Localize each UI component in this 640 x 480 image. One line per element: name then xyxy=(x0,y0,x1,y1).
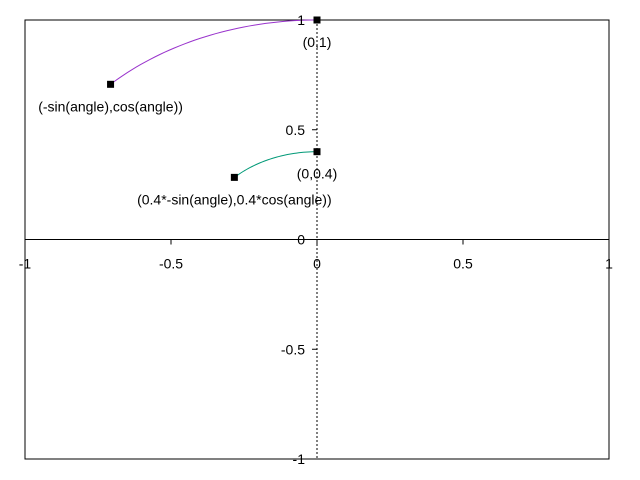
x-tick-label-2: 0 xyxy=(313,256,321,272)
x-tick-label-1: -0.5 xyxy=(159,256,183,272)
x-tick-label-3: 0.5 xyxy=(453,256,473,272)
point-label-3: (0.4*-sin(angle),0.4*cos(angle)) xyxy=(137,191,332,207)
labels: -1 -0.5 0 0.5 1 1 0.5 0 -0.5 -1 (0,1) (-sin(angle),… xyxy=(19,12,613,467)
arc-1 xyxy=(234,151,318,178)
x-tick-label-0: -1 xyxy=(19,256,32,272)
y-tick-label-0: 1 xyxy=(297,12,305,28)
x-tick-label-4: 1 xyxy=(605,256,613,272)
point-label-0: (0,1) xyxy=(303,34,332,50)
point-marker-1 xyxy=(107,80,115,88)
y-tick-label-2: 0 xyxy=(297,232,305,248)
y-tick-label-1: 0.5 xyxy=(286,122,306,138)
arcs xyxy=(110,19,318,178)
point-marker-3 xyxy=(230,173,238,181)
y-tick-label-3: -0.5 xyxy=(281,341,305,357)
points xyxy=(107,16,321,181)
point-marker-2 xyxy=(313,148,321,156)
arc-0 xyxy=(110,19,318,85)
y-tick-label-4: -1 xyxy=(293,451,306,467)
point-label-2: (0,0.4) xyxy=(297,166,337,182)
point-marker-0 xyxy=(313,16,321,24)
point-label-1: (-sin(angle),cos(angle)) xyxy=(38,98,183,114)
